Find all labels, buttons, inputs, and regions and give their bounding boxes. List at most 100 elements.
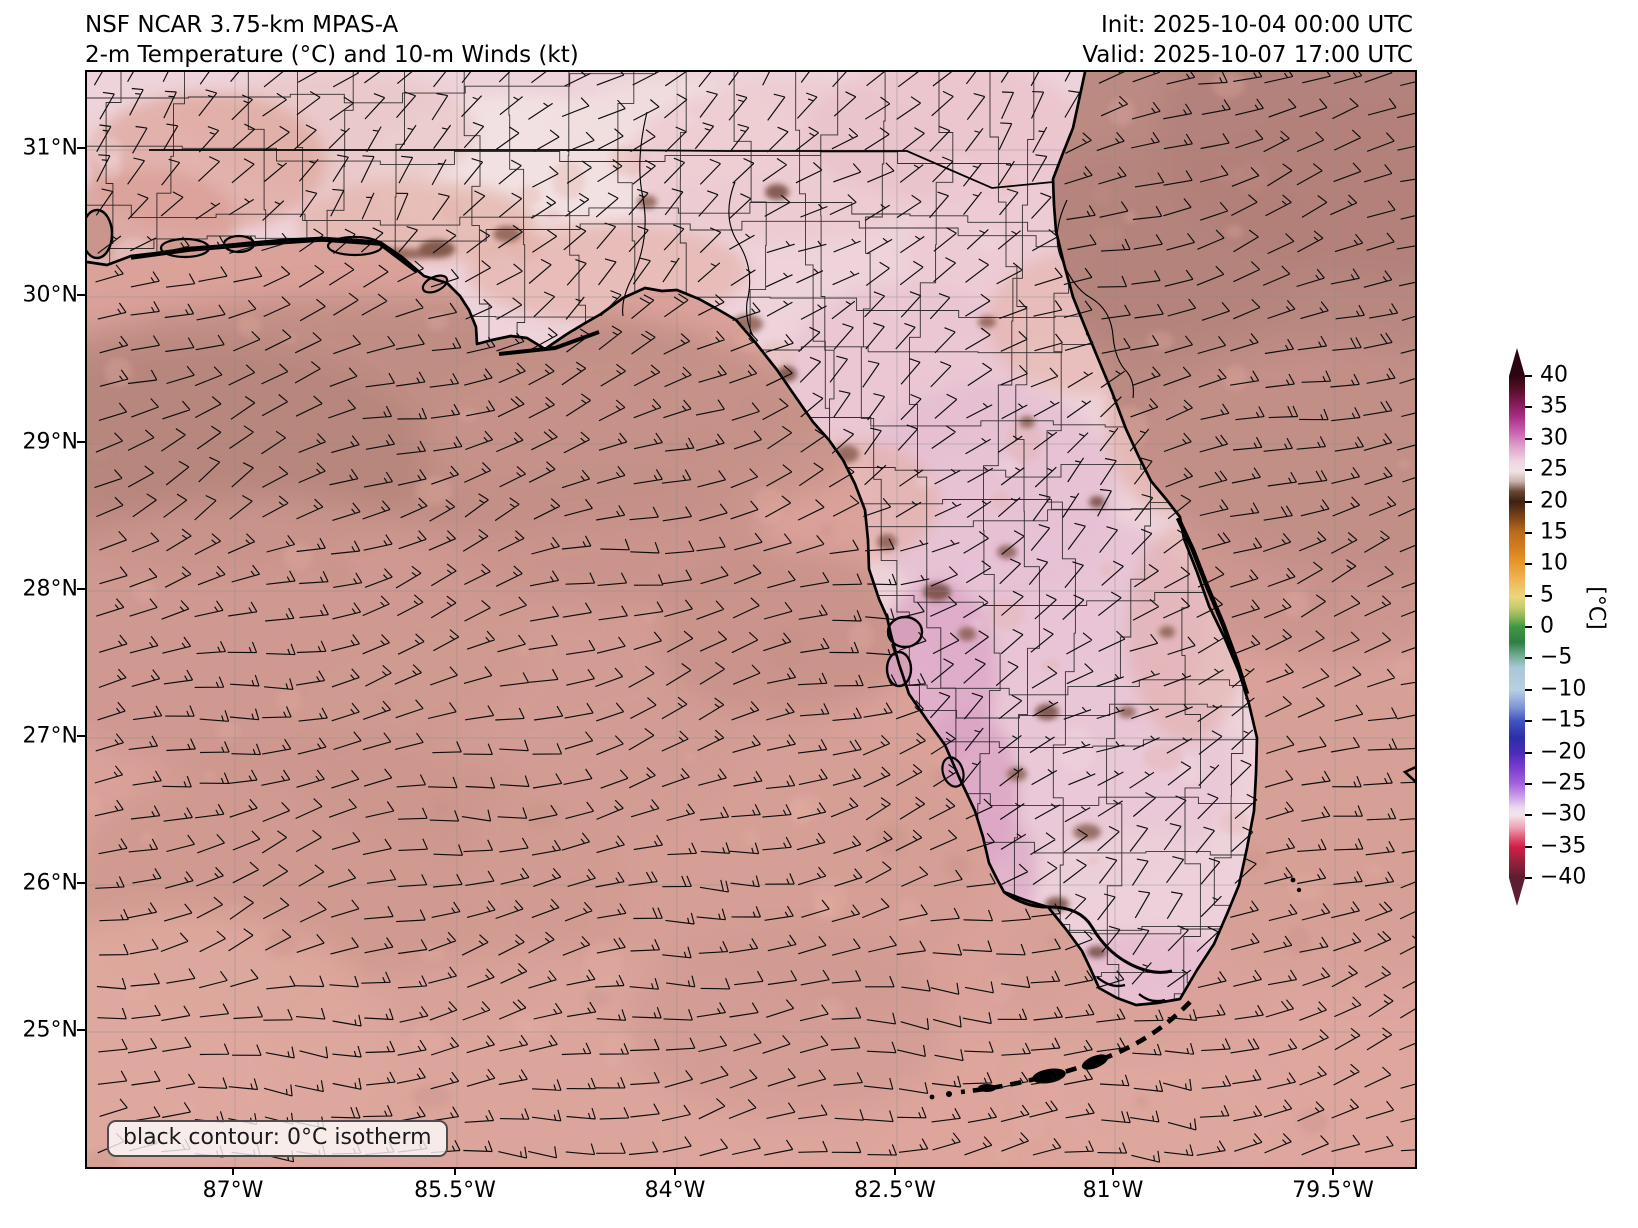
temp-shade-blob xyxy=(1124,211,1137,224)
temp-shade-blob xyxy=(440,199,465,223)
temp-shade-blob xyxy=(426,312,448,331)
x-tick-label: 84°W xyxy=(644,1178,706,1203)
temp-shade-blob xyxy=(1178,755,1204,785)
temp-shade-blob xyxy=(634,369,672,396)
temp-shade-blob xyxy=(991,1141,1017,1163)
temp-shade-blob xyxy=(958,627,976,641)
temp-shade-blob xyxy=(406,1025,445,1054)
temp-shade-blob xyxy=(87,794,102,813)
init-time: Init: 2025-10-04 00:00 UTC xyxy=(1101,12,1413,38)
temp-shade-blob xyxy=(282,542,313,571)
colorbar-tick-label: −10 xyxy=(1540,676,1587,702)
colorbar-tick-label: 40 xyxy=(1540,362,1568,388)
temp-shade-blob xyxy=(1166,77,1180,92)
colorbar-tick-mark xyxy=(1525,375,1532,377)
colorbar-tick-mark xyxy=(1525,688,1532,691)
y-tick-label: 26°N xyxy=(22,870,78,896)
temp-shade-blob xyxy=(820,522,834,538)
colorbar-tick-mark xyxy=(1525,782,1532,785)
temp-shade-blob xyxy=(603,1030,635,1058)
map-canvas xyxy=(85,70,1417,1169)
temp-shade-blob xyxy=(173,100,210,138)
colorbar-tick-label: −5 xyxy=(1540,644,1573,670)
temp-shade-blob xyxy=(507,232,543,263)
colorbar-tick-label: −30 xyxy=(1540,801,1587,827)
y-tick-mark xyxy=(77,147,85,149)
temp-shade-blob xyxy=(379,697,395,707)
temp-shade-blob xyxy=(104,357,133,387)
temp-shade-blob xyxy=(1212,72,1245,99)
temp-shade-blob xyxy=(674,437,700,456)
x-tick-mark xyxy=(454,1167,456,1175)
temp-shade-blob xyxy=(816,997,844,1021)
temp-shade-blob xyxy=(1118,706,1136,718)
temp-shade-blob xyxy=(1035,704,1059,720)
temp-shade-blob xyxy=(643,610,656,623)
y-tick-mark xyxy=(77,294,85,296)
temp-shade-blob xyxy=(787,799,812,826)
temp-shade-blob xyxy=(741,829,760,847)
temp-shade-blob xyxy=(1282,589,1309,618)
temp-shade-blob xyxy=(140,832,154,844)
temp-shade-blob xyxy=(996,457,1018,476)
y-tick-mark xyxy=(77,735,85,737)
y-tick-mark xyxy=(77,882,85,884)
colorbar-tick-mark xyxy=(1525,437,1532,440)
temp-shade-blob xyxy=(1220,810,1249,836)
temp-shade-blob xyxy=(516,645,529,656)
temp-shade-blob xyxy=(743,398,771,428)
temp-shade-blob xyxy=(1107,98,1135,126)
title-line-1: NSF NCAR 3.75-km MPAS-A xyxy=(85,12,399,38)
colorbar-tick-label: 25 xyxy=(1540,456,1568,482)
temp-shade-blob xyxy=(415,476,453,505)
y-tick-label: 31°N xyxy=(22,135,78,161)
temp-shade-blob xyxy=(411,1084,451,1109)
temp-shade-blob xyxy=(1159,626,1175,638)
temp-shade-blob xyxy=(1091,181,1113,206)
temp-shade-blob xyxy=(848,621,875,652)
x-tick-mark xyxy=(1112,1167,1114,1175)
colorbar-tick-mark xyxy=(1525,563,1532,566)
temp-shade-blob xyxy=(1041,659,1061,673)
colorbar-tick-label: 20 xyxy=(1540,488,1568,513)
temp-shade-blob xyxy=(637,195,657,209)
ocean-temperature-shading xyxy=(87,72,1415,1167)
temp-shade-blob xyxy=(710,331,725,343)
y-tick-label: 25°N xyxy=(22,1017,78,1043)
map-svg xyxy=(87,72,1415,1167)
temp-shade-blob xyxy=(1348,978,1363,996)
temp-shade-blob xyxy=(434,800,450,816)
temp-shade-blob xyxy=(524,802,561,829)
x-tick-mark xyxy=(894,1167,896,1175)
temp-shade-blob xyxy=(133,580,156,604)
temp-shade-blob xyxy=(277,687,303,714)
temp-shade-blob xyxy=(1285,926,1311,955)
colorbar-tick-mark xyxy=(1525,751,1532,754)
temp-shade-blob xyxy=(874,824,908,856)
colorbar-tick-label: −40 xyxy=(1540,864,1587,890)
temp-shade-blob xyxy=(1087,946,1107,958)
x-tick-label: 81°W xyxy=(1082,1178,1144,1203)
temp-shade-blob xyxy=(1307,582,1342,615)
x-tick-label: 85.5°W xyxy=(414,1178,496,1203)
temp-shade-blob xyxy=(1298,1110,1329,1134)
temp-shade-blob xyxy=(811,876,848,920)
colorbar-unit-label: [°C] xyxy=(1583,586,1609,630)
x-tick-mark xyxy=(232,1167,234,1175)
temp-shade-blob xyxy=(419,945,447,962)
y-tick-mark xyxy=(77,1029,85,1031)
colorbar-tick-mark xyxy=(1525,500,1532,503)
colorbar-tick-mark xyxy=(1525,814,1532,817)
temp-shade-blob xyxy=(175,1100,197,1115)
temp-shade-blob xyxy=(986,973,1014,1004)
temp-shade-blob xyxy=(121,980,150,1001)
temp-shade-blob xyxy=(765,184,789,200)
temp-shade-blob xyxy=(610,104,647,131)
temp-shade-blob xyxy=(1392,657,1412,679)
isotherm-legend: black contour: 0°C isotherm xyxy=(107,1120,448,1157)
river-suwannee xyxy=(728,181,754,337)
river-st-johns xyxy=(1056,199,1134,399)
state-boundary xyxy=(149,149,1054,189)
isotherm-legend-text: black contour: 0°C isotherm xyxy=(123,1125,432,1150)
temp-shade-blob xyxy=(896,896,923,926)
